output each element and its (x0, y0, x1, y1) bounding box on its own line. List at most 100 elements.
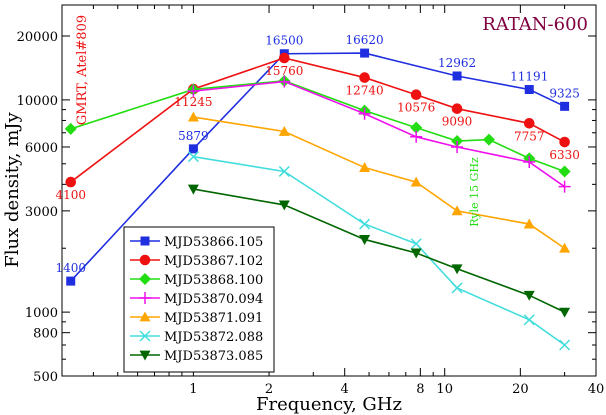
data-point (559, 136, 570, 148)
legend-marker (139, 273, 151, 285)
data-point (410, 121, 423, 134)
y-tick-label: 6000 (25, 141, 58, 156)
data-point (187, 151, 199, 163)
data-label: 5879 (178, 129, 209, 143)
data-point (359, 235, 371, 245)
series-MJD53871.091 (187, 111, 571, 253)
legend-marker (139, 292, 151, 304)
legend-entry: MJD53873.085 (130, 349, 263, 364)
data-point (358, 107, 371, 120)
plot-frame (61, 4, 597, 377)
data-label: 16620 (346, 33, 384, 47)
y-tick-label: 3000 (25, 205, 58, 220)
data-point (64, 122, 77, 135)
data-point (410, 89, 422, 101)
legend-marker (139, 350, 151, 361)
data-point (278, 75, 291, 88)
x-axis-label: Frequency, GHz (256, 394, 402, 415)
data-point (451, 205, 463, 216)
data-label: 15760 (265, 64, 303, 78)
series-line (70, 57, 565, 183)
data-label: 9325 (549, 86, 580, 100)
data-label: 9090 (442, 115, 473, 129)
data-label: 16500 (265, 34, 303, 48)
data-point (558, 180, 571, 193)
data-point (559, 339, 571, 351)
x-tick-label: 4 (341, 382, 349, 397)
series-layer (64, 48, 571, 351)
data-point (278, 125, 290, 136)
x-tick-label: 8 (416, 382, 424, 397)
legend-box (123, 226, 275, 373)
x-tick-label: 2 (265, 382, 273, 397)
data-point (359, 72, 370, 83)
legend-entry: MJD53866.105 (130, 235, 263, 250)
legend-marker (139, 254, 151, 266)
data-label: 12962 (438, 56, 476, 70)
legend-entry: MJD53870.094 (130, 292, 263, 307)
legend-entry: MJD53868.100 (130, 273, 263, 288)
data-point (188, 144, 198, 154)
ryle-annotation: Ryle 15 GHz (468, 157, 481, 227)
data-point (410, 130, 423, 143)
data-label: 6330 (549, 148, 580, 162)
x-tick-label: 1 (189, 382, 197, 397)
data-point (451, 282, 463, 294)
tick-layer: 1 2 4 8 10 20 40 500 800 1000 3000 6000 10000 20000 (17, 5, 604, 397)
x-tick-label: 10 (436, 382, 453, 397)
legend-entry: MJD53871.091 (130, 311, 263, 326)
data-point (523, 155, 536, 168)
legend-entries: MJD53866.105 MJD53867.102 MJD53868.100 MJD5… (130, 235, 263, 364)
data-point (187, 184, 199, 195)
data-point (560, 101, 570, 111)
legend-marker (139, 311, 151, 322)
data-point (523, 314, 535, 326)
data-point (523, 218, 535, 229)
data-point (558, 165, 571, 178)
data-point (65, 176, 77, 188)
data-label: 10576 (397, 101, 435, 115)
data-label: 1400 (55, 261, 86, 275)
data-point (410, 176, 422, 187)
data-point (452, 71, 462, 81)
legend-label: MJD53872.088 (164, 330, 263, 345)
y-tick-label: 10000 (17, 94, 58, 109)
legend-label: MJD53867.102 (164, 254, 263, 269)
series-MJD53873.085 (187, 184, 571, 318)
data-point (187, 111, 199, 122)
y-tick-label: 1000 (25, 306, 58, 321)
legend-label: MJD53868.100 (164, 273, 263, 288)
legend-label: MJD53871.091 (164, 311, 263, 326)
data-label: 4100 (55, 188, 86, 202)
data-point (66, 276, 76, 286)
legend-entry: MJD53867.102 (130, 254, 263, 269)
data-point (559, 242, 571, 253)
data-label: 11245 (174, 95, 212, 109)
data-label: 11191 (510, 70, 548, 84)
legend-label: MJD53873.085 (164, 349, 263, 364)
data-point (410, 248, 422, 259)
data-point (278, 200, 290, 211)
legend-label: MJD53866.105 (164, 235, 263, 250)
series-MJD53872.088 (187, 151, 571, 351)
data-point (451, 264, 463, 275)
data-point (410, 238, 422, 250)
legend-marker (139, 330, 151, 342)
data-point (524, 85, 534, 95)
data-point (187, 85, 200, 98)
legend-label: MJD53870.094 (164, 292, 263, 307)
y-axis-label: Flux density, mJy (2, 111, 23, 267)
legend-marker (140, 236, 150, 246)
y-tick-label: 800 (33, 327, 58, 342)
data-label: 7757 (514, 129, 545, 143)
y-tick-label: 20000 (17, 30, 58, 45)
x-tick-label: 20 (512, 382, 529, 397)
data-point (523, 290, 535, 301)
chart-title: RATAN-600 (482, 14, 588, 35)
data-point (360, 48, 370, 58)
data-point (359, 218, 371, 230)
gmrt-annotation: GMRT, Atel#809 (75, 15, 90, 125)
y-tick-label: 500 (33, 370, 58, 385)
